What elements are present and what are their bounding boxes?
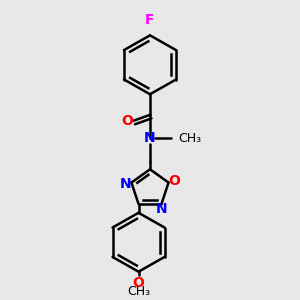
Text: O: O <box>168 174 180 188</box>
Text: O: O <box>121 114 133 128</box>
Text: F: F <box>145 13 155 26</box>
Text: N: N <box>120 177 132 191</box>
Text: CH₃: CH₃ <box>178 132 202 145</box>
Text: O: O <box>133 276 145 290</box>
Text: N: N <box>156 202 168 216</box>
Text: N: N <box>144 131 156 146</box>
Text: CH₃: CH₃ <box>127 285 150 298</box>
